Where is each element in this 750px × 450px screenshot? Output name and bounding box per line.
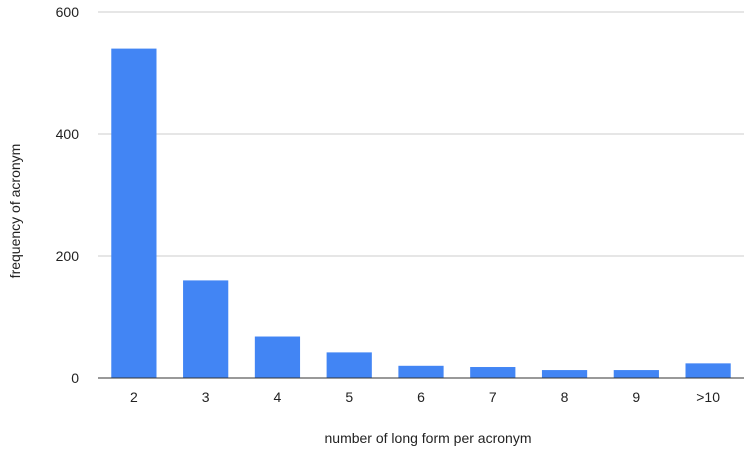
x-tick-label: 6 [417, 389, 425, 405]
x-axis-title: number of long form per acronym [325, 430, 532, 446]
x-tick-label: 2 [130, 389, 138, 405]
y-tick-label: 400 [56, 126, 80, 142]
y-tick-label: 600 [56, 4, 80, 20]
y-axis-ticks: 0 200 400 600 [56, 4, 80, 386]
y-tick-label: 200 [56, 248, 80, 264]
bar-6 [398, 365, 444, 378]
y-tick-label: 0 [71, 370, 79, 386]
bars [111, 48, 731, 378]
y-axis-title: frequency of acronym [7, 144, 23, 279]
bar-8 [541, 370, 588, 378]
x-tick-label: 8 [561, 389, 569, 405]
bar-4 [254, 336, 301, 378]
bar-7 [470, 367, 516, 378]
x-tick-label: 7 [489, 389, 497, 405]
x-tick-label: 5 [345, 389, 353, 405]
x-tick-label: >10 [696, 389, 720, 405]
x-tick-label: 9 [632, 389, 640, 405]
bar-5 [326, 352, 372, 378]
grid-lines [98, 11, 744, 257]
x-tick-label: 4 [274, 389, 282, 405]
x-axis-ticks: 2 3 4 5 6 7 8 9 >10 [130, 389, 720, 405]
bar-2 [111, 48, 157, 378]
x-tick-label: 3 [202, 389, 210, 405]
bar-gt10 [685, 363, 731, 378]
bar-9 [613, 370, 659, 378]
bar-3 [183, 280, 229, 378]
